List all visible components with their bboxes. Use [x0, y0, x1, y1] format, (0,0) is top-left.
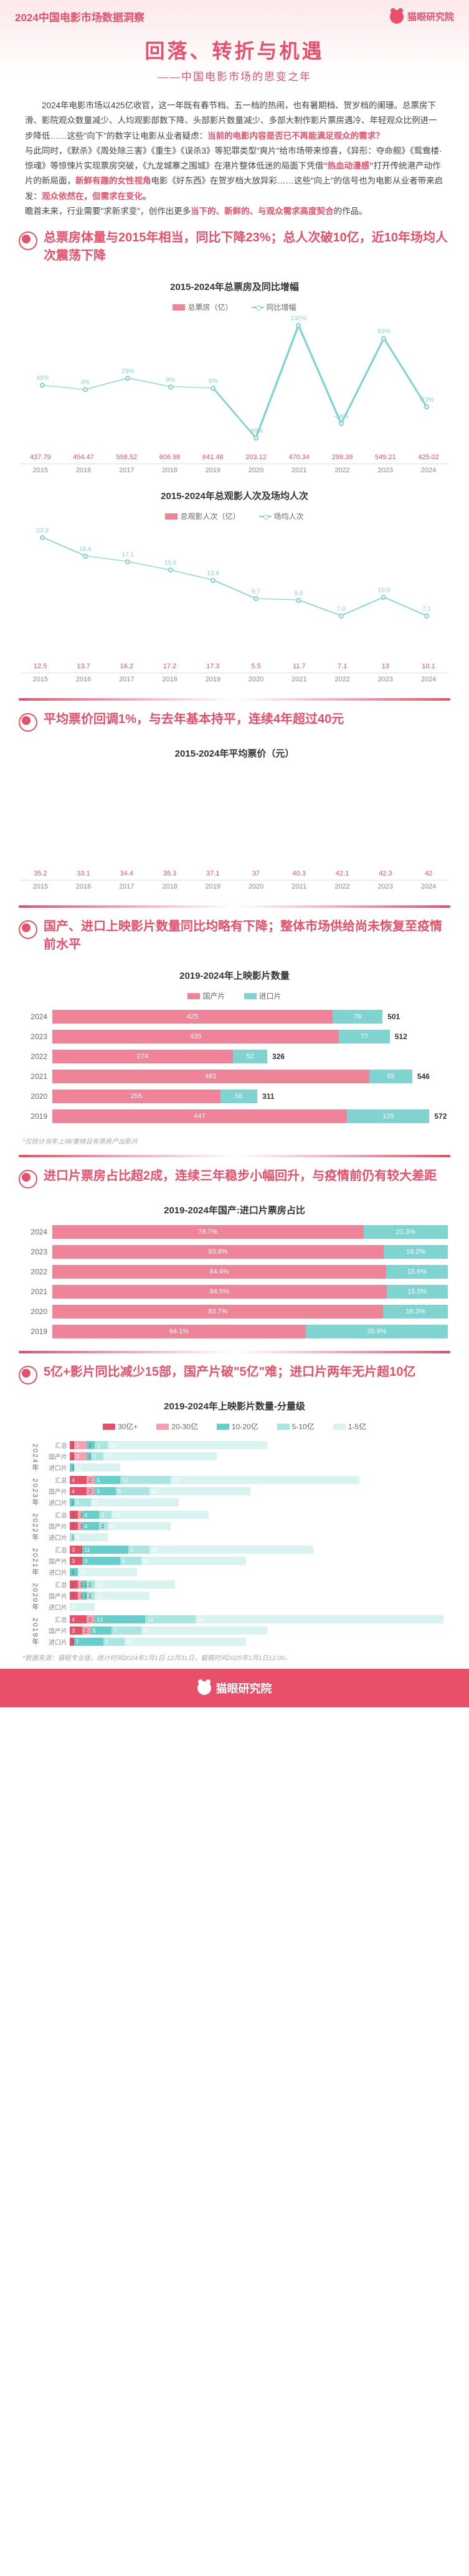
- chart3-title: 2015-2024年平均票价（元）: [0, 747, 469, 760]
- section-icon: [19, 231, 37, 250]
- section-2-head: 平均票价回调1%，与去年基本持平，连续4年超过40元: [0, 707, 469, 740]
- chart4-title: 2019-2024年上映影片数量: [0, 969, 469, 982]
- section-5-head: 5亿+影片同比减少15部，国产片破"5亿"难；进口片两年无片超10亿: [0, 1360, 469, 1393]
- section-1-head: 总票房体量与2015年相当，同比下降23%；总人次破10亿，近10年场均人次震荡…: [0, 225, 469, 274]
- header-logo: 猫眼研究院: [390, 10, 454, 24]
- header-title: 2024中国电影市场数据洞察: [15, 9, 144, 24]
- section-3-head: 国产、进口上映影片数量同比均略有下降；整体市场供给尚未恢复至疫情前水平: [0, 914, 469, 963]
- chart6-title: 2019-2024年上映影片数量-分量级: [0, 1399, 469, 1412]
- hero-subtitle: ——中国电影市场的思变之年: [19, 68, 450, 83]
- hero-title: 回落、转折与机遇: [19, 35, 450, 64]
- section-4-head: 进口片票房占比超2成，连续三年稳步小幅回升，与疫情前仍有较大差距: [0, 1164, 469, 1197]
- section-icon: [19, 1366, 37, 1384]
- section-2-title: 平均票价回调1%，与去年基本持平，连续4年超过40元: [44, 711, 344, 729]
- divider: [19, 698, 450, 701]
- chart4: 国产片进口片2024425765012023435775122022274523…: [21, 991, 448, 1123]
- chart1-title: 2015-2024年总票房及同比增幅: [0, 280, 469, 293]
- chart4-note: *仅统计当年上映/重映且有票房产出影片: [0, 1136, 469, 1152]
- chart6-note: *数据来源：猫眼专业版，统计时间2024年1月1日-12月31日，截稿时间202…: [0, 1652, 469, 1669]
- intro-text: 2024年电影市场以425亿收官，这一年既有春节档、五一档的热闹，也有暑期档、贺…: [0, 96, 469, 225]
- section-icon: [19, 1170, 37, 1188]
- footer-text: 猫眼研究院: [216, 1680, 272, 1696]
- section-5-title: 5亿+影片同比减少15部，国产片破"5亿"难；进口片两年无片超10亿: [44, 1363, 415, 1381]
- section-icon: [19, 920, 37, 939]
- chart5: 202478.7%21.3%202383.8%16.2%202284.4%15.…: [21, 1225, 448, 1338]
- divider: [19, 1155, 450, 1157]
- cat-icon: [390, 10, 404, 24]
- chart3: 35.233.134.435.337.13740.342.142.3422015…: [21, 768, 448, 893]
- section-icon: [19, 713, 37, 732]
- section-4-title: 进口片票房占比超2成，连续三年稳步小幅回升，与疫情前仍有较大差距: [44, 1167, 437, 1185]
- divider: [19, 1351, 450, 1353]
- hero: 回落、转折与机遇 ——中国电影市场的思变之年: [0, 29, 469, 96]
- chart6: 30亿+20-30亿10-20亿5-10亿1-5亿2024年汇总132338国产…: [21, 1421, 448, 1648]
- chart1: 总票房（亿）同比增幅437.79454.47558.52606.98641.48…: [21, 302, 448, 477]
- cat-icon: [197, 1681, 211, 1695]
- divider: [19, 905, 450, 908]
- chart5-title: 2019-2024年国产:进口片票房占比: [0, 1203, 469, 1216]
- chart2: 总观影人次（亿）场均人次12.513.716.217.217.35.511.77…: [21, 511, 448, 686]
- header: 2024中国电影市场数据洞察 猫眼研究院: [0, 0, 469, 29]
- chart2-title: 2015-2024年总观影人次及场均人次: [0, 489, 469, 502]
- section-1-title: 总票房体量与2015年相当，同比下降23%；总人次破10亿，近10年场均人次震荡…: [44, 229, 450, 265]
- footer: 猫眼研究院: [0, 1669, 469, 1707]
- section-3-title: 国产、进口上映影片数量同比均略有下降；整体市场供给尚未恢复至疫情前水平: [44, 918, 450, 954]
- logo-text: 猫眼研究院: [407, 10, 454, 23]
